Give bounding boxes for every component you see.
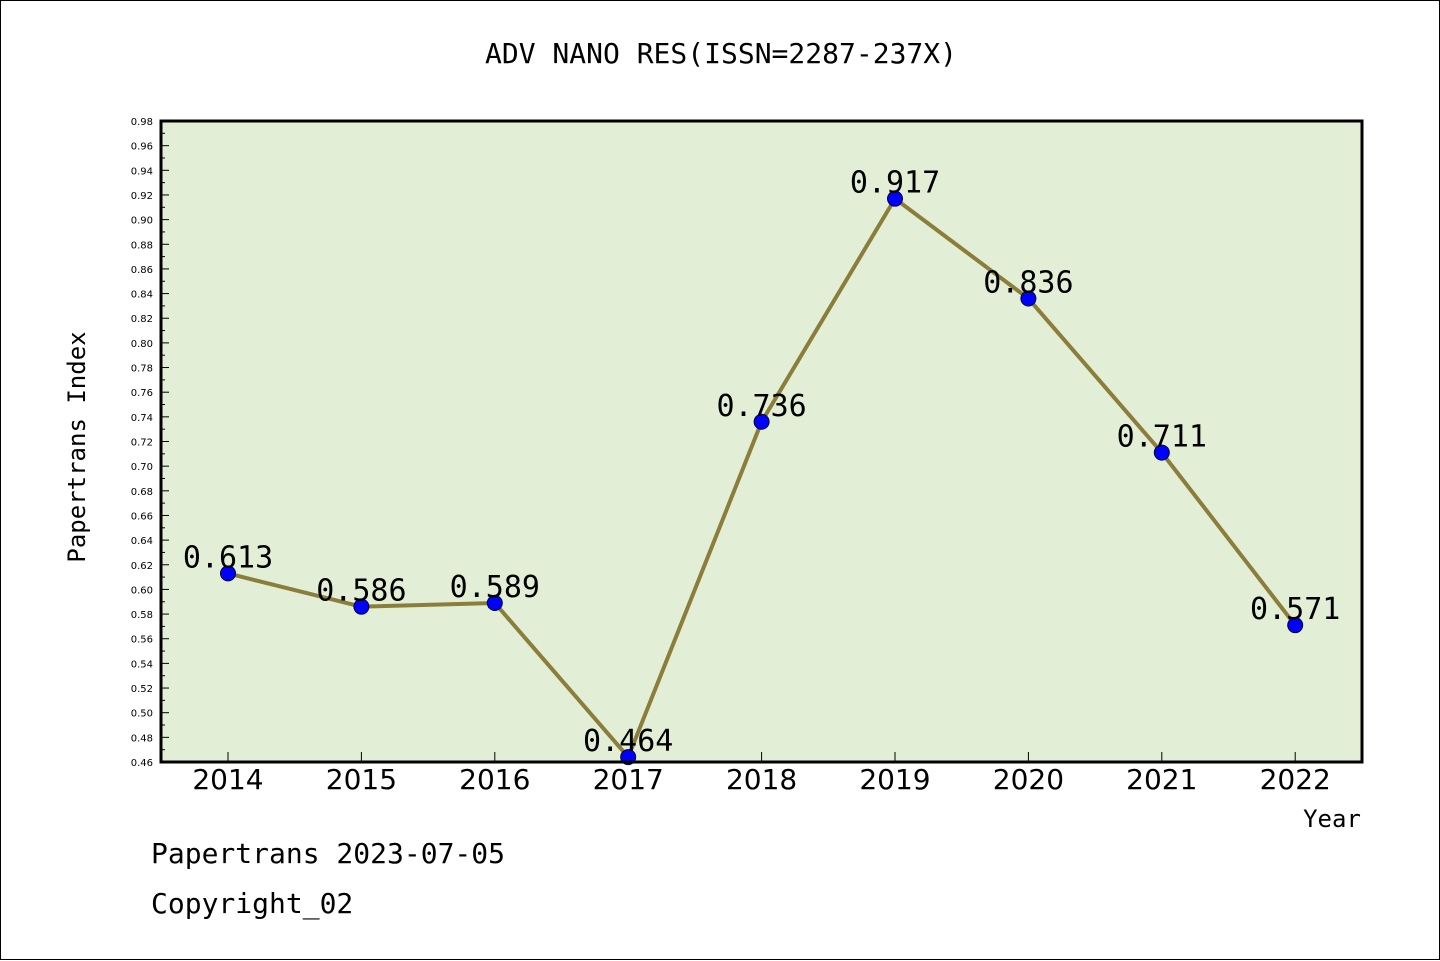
y-tick-label: 0.96 bbox=[131, 142, 153, 153]
data-point bbox=[1153, 444, 1170, 461]
y-tick-label: 0.68 bbox=[131, 487, 153, 498]
footer-date: Papertrans 2023-07-05 bbox=[151, 837, 506, 870]
data-point bbox=[353, 598, 370, 615]
y-tick-label: 0.52 bbox=[131, 684, 153, 695]
data-point bbox=[486, 594, 503, 611]
y-tick-label: 0.82 bbox=[131, 314, 153, 325]
chart-title: ADV NANO RES(ISSN=2287-237X) bbox=[484, 37, 957, 70]
y-tick-label: 0.72 bbox=[131, 438, 153, 449]
x-tick-label: 2019 bbox=[859, 763, 930, 796]
y-tick-label: 0.54 bbox=[131, 659, 153, 670]
y-tick-label: 0.92 bbox=[131, 191, 153, 202]
data-label: 0.464 bbox=[583, 724, 673, 759]
data-label: 0.836 bbox=[983, 266, 1073, 301]
x-tick-label: 2015 bbox=[326, 763, 397, 796]
y-tick-label: 0.60 bbox=[131, 585, 153, 596]
data-point bbox=[1020, 290, 1037, 307]
x-axis-label: Year bbox=[1303, 805, 1361, 833]
data-label: 0.571 bbox=[1250, 592, 1340, 627]
y-tick-label: 0.88 bbox=[131, 240, 153, 251]
data-point bbox=[220, 565, 236, 582]
y-tick-label: 0.84 bbox=[131, 290, 153, 301]
y-tick-label: 0.94 bbox=[131, 166, 153, 177]
data-label: 0.711 bbox=[1117, 420, 1207, 455]
y-tick-label: 0.58 bbox=[131, 610, 153, 621]
y-tick-label: 0.74 bbox=[131, 413, 153, 424]
y-tick-label: 0.46 bbox=[131, 758, 153, 769]
y-axis-label: Papertrans Index bbox=[63, 331, 91, 562]
y-tick-label: 0.48 bbox=[131, 733, 153, 744]
x-tick-label: 2016 bbox=[459, 763, 530, 796]
x-tick-label: 2022 bbox=[1260, 763, 1331, 796]
y-tick-label: 0.56 bbox=[131, 635, 153, 646]
y-tick-label: 0.70 bbox=[131, 462, 153, 473]
y-tick-label: 0.64 bbox=[131, 536, 153, 547]
y-tick-label: 0.98 bbox=[131, 117, 153, 128]
y-tick-label: 0.62 bbox=[131, 561, 153, 572]
x-tick-label: 2020 bbox=[993, 763, 1064, 796]
y-tick-label: 0.80 bbox=[131, 339, 153, 350]
data-point bbox=[1287, 617, 1304, 634]
y-tick-label: 0.78 bbox=[131, 364, 153, 375]
x-tick-label: 2018 bbox=[726, 763, 797, 796]
plot-border bbox=[159, 119, 1364, 764]
y-tick-label: 0.76 bbox=[131, 388, 153, 399]
x-tick-label: 2021 bbox=[1126, 763, 1197, 796]
data-label: 0.917 bbox=[850, 166, 940, 201]
y-tick-label: 0.50 bbox=[131, 709, 153, 720]
y-tick-label: 0.86 bbox=[131, 265, 153, 276]
y-tick-label: 0.66 bbox=[131, 511, 153, 522]
x-tick-label: 2014 bbox=[192, 763, 263, 796]
footer-copyright: Copyright_02 bbox=[151, 887, 354, 920]
y-tick-label: 0.90 bbox=[131, 216, 153, 227]
data-point bbox=[753, 413, 770, 430]
plot-area bbox=[161, 121, 1362, 762]
data-label: 0.613 bbox=[183, 540, 273, 575]
data-label: 0.736 bbox=[716, 389, 806, 424]
data-label: 0.589 bbox=[450, 570, 540, 605]
x-tick-label: 2017 bbox=[593, 763, 664, 796]
data-point bbox=[887, 190, 903, 207]
data-label: 0.586 bbox=[316, 574, 406, 609]
